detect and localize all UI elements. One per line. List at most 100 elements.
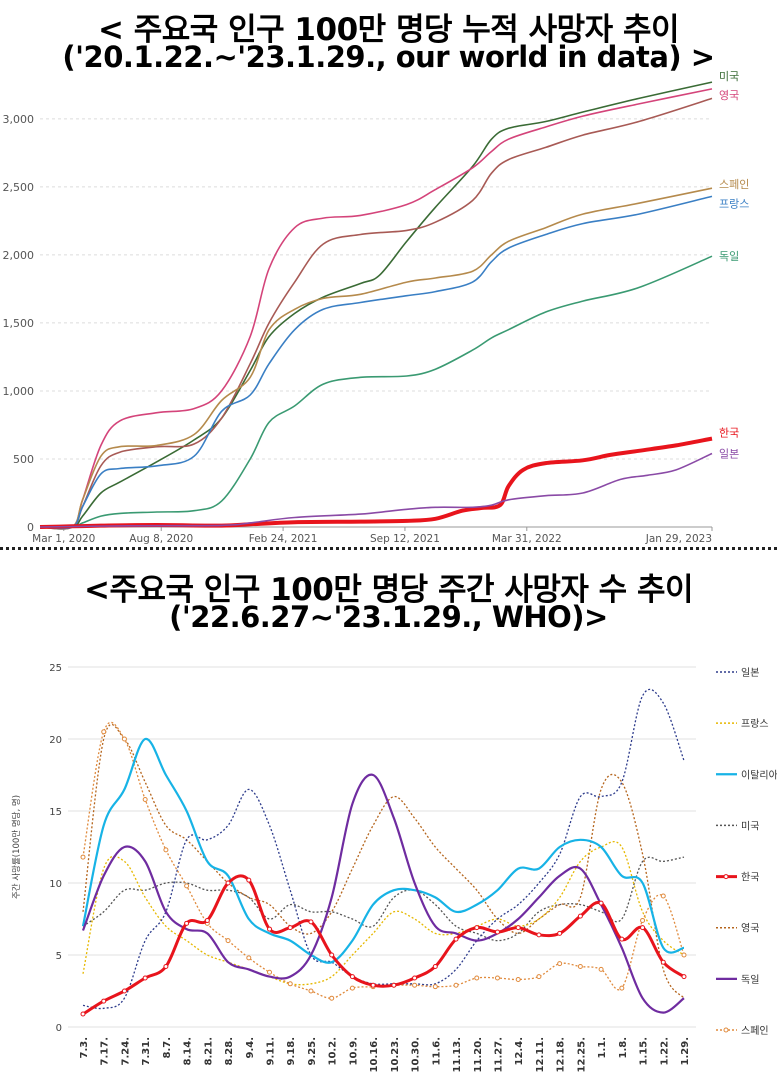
y-tick-label: 500 xyxy=(13,453,34,466)
data-point xyxy=(370,982,376,988)
data-point xyxy=(287,925,293,931)
data-point xyxy=(536,932,542,938)
x-tick-label: 12.11. xyxy=(535,1037,546,1072)
y-tick-label: 15 xyxy=(49,807,62,818)
series-line-독일 xyxy=(81,773,685,1014)
data-point xyxy=(225,880,231,886)
series-line-unlabeled xyxy=(39,97,713,530)
y-tick-label: 2,000 xyxy=(3,249,35,262)
series-end-label: 영국 xyxy=(719,89,739,102)
x-tick-label: 8.7. xyxy=(162,1037,173,1059)
data-point xyxy=(184,920,190,926)
data-point xyxy=(577,964,583,970)
x-tick-label: 8.21. xyxy=(203,1037,214,1065)
data-point xyxy=(184,883,190,889)
x-tick-label: 12.25. xyxy=(576,1037,587,1072)
y-tick-label: 5 xyxy=(56,951,62,962)
x-tick-label: 10.23. xyxy=(390,1037,401,1072)
data-point xyxy=(142,975,148,981)
cumulative-deaths-chart: 0 500 1,000 1,500 2,000 2,500 3,000 Mar 1, 2020… xyxy=(3,70,750,545)
series-line-독일 xyxy=(39,255,713,529)
series-end-label: 독일 xyxy=(719,249,739,263)
legend-marker xyxy=(723,874,729,880)
data-point xyxy=(474,925,480,931)
data-point xyxy=(598,966,604,972)
y-tick-label: 0 xyxy=(27,521,34,534)
series-line-한국 xyxy=(82,874,685,1016)
weekly-deaths-chart: 0 5 10 15 20 25 주간 사망률(100만 명당, 명) 7.3. 7.17. 7.2… xyxy=(11,663,777,1072)
data-point xyxy=(101,998,107,1004)
data-point xyxy=(329,952,335,958)
y-tick-label: 1,000 xyxy=(3,385,35,398)
x-tick-label: 7.24. xyxy=(120,1037,131,1065)
data-point xyxy=(453,982,459,988)
series-line-미국 xyxy=(82,856,685,942)
x-tick-label: 11.13. xyxy=(452,1037,463,1072)
x-tick-label: Mar 1, 2020 xyxy=(32,533,95,545)
chart2-title-line1: <주요국 인구 100만 명당 주간 사망자 수 추이 xyxy=(83,572,694,608)
data-point xyxy=(246,877,252,883)
x-tick-label: 1.15. xyxy=(639,1037,650,1065)
section-divider xyxy=(0,547,777,550)
legend-label: 독일 xyxy=(741,974,759,986)
x-tick-label: 10.9. xyxy=(348,1037,359,1065)
series-line-프랑스 xyxy=(39,195,713,530)
chart1-title-line1: < 주요국 인구 100만 명당 누적 사망자 추이 xyxy=(97,12,680,48)
data-point xyxy=(142,796,148,802)
x-tick-label: 9.4. xyxy=(245,1037,256,1059)
data-point xyxy=(246,955,252,961)
data-point xyxy=(349,985,355,991)
x-tick-label: 10.30. xyxy=(411,1037,422,1072)
data-point xyxy=(453,936,459,942)
x-tick-label: 11.27. xyxy=(493,1037,504,1072)
data-point xyxy=(577,913,583,919)
data-point xyxy=(515,976,521,982)
data-point xyxy=(474,975,480,981)
data-point xyxy=(515,925,521,931)
series-end-label: 프랑스 xyxy=(719,197,749,210)
data-point xyxy=(494,975,500,981)
legend-label: 스페인 xyxy=(741,1025,769,1037)
data-point xyxy=(121,988,127,994)
data-point xyxy=(163,964,169,970)
x-tick-label: 9.18. xyxy=(286,1037,297,1065)
data-point xyxy=(619,936,625,942)
x-tick-label: 7.31. xyxy=(141,1037,152,1065)
x-tick-label: 11.6. xyxy=(431,1037,442,1065)
y-tick-label: 3,000 xyxy=(3,113,35,126)
y-tick-label: 2,500 xyxy=(3,181,35,194)
x-tick-label: 10.2. xyxy=(328,1037,339,1065)
data-point xyxy=(557,961,563,967)
data-point xyxy=(660,893,666,899)
data-point xyxy=(80,1011,86,1017)
x-tick-label: 12.18. xyxy=(556,1037,567,1072)
x-tick-label: Sep 12, 2021 xyxy=(370,533,440,545)
data-point xyxy=(121,736,127,742)
data-point xyxy=(225,938,231,944)
series-end-label: 미국 xyxy=(719,70,739,83)
x-tick-label: Feb 24, 2021 xyxy=(249,533,318,545)
data-point xyxy=(391,982,397,988)
x-tick-label: 7.17. xyxy=(100,1037,111,1065)
y-tick-label: 25 xyxy=(49,663,62,674)
data-point xyxy=(308,988,314,994)
x-tick-label: 9.11. xyxy=(266,1037,277,1065)
data-point xyxy=(640,917,646,923)
data-point xyxy=(536,974,542,980)
data-point xyxy=(557,930,563,936)
data-point xyxy=(640,925,646,931)
y-tick-label: 0 xyxy=(56,1023,62,1034)
legend-label: 이탈리아 xyxy=(741,768,777,781)
x-tick-label: 7.3. xyxy=(79,1037,90,1059)
series-line-미국 xyxy=(39,81,713,529)
data-point xyxy=(432,964,438,970)
data-point xyxy=(287,981,293,987)
legend-label: 일본 xyxy=(741,667,759,679)
data-point xyxy=(660,959,666,965)
data-point xyxy=(80,854,86,860)
x-tick-label: 1.8. xyxy=(618,1037,629,1059)
data-point xyxy=(308,919,314,925)
chart2-title-line2: ('22.6.27~'23.1.29., WHO)> xyxy=(169,600,608,634)
x-tick-label: Aug 8, 2020 xyxy=(129,533,193,545)
x-tick-label: 9.25. xyxy=(307,1037,318,1065)
